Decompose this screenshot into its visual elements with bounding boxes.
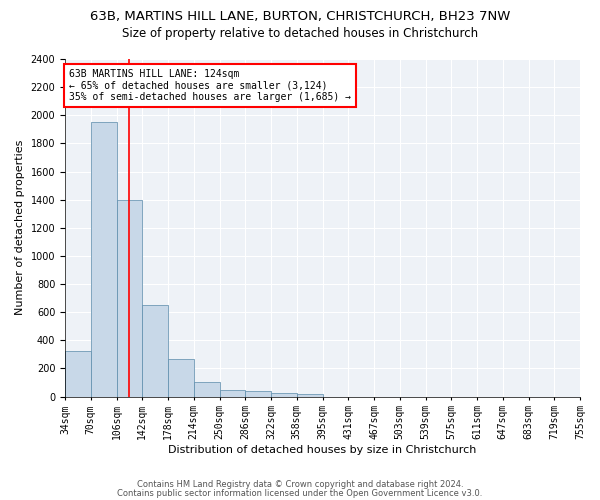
Text: 63B, MARTINS HILL LANE, BURTON, CHRISTCHURCH, BH23 7NW: 63B, MARTINS HILL LANE, BURTON, CHRISTCH… (90, 10, 510, 23)
Bar (142, 305, 168, 396)
X-axis label: Distribution of detached houses by size in Christchurch: Distribution of detached houses by size … (169, 445, 477, 455)
Bar (168, 358, 194, 397)
Bar (245, 391, 271, 396)
Text: 63B MARTINS HILL LANE: 124sqm
← 65% of detached houses are smaller (3,124)
35% o: 63B MARTINS HILL LANE: 124sqm ← 65% of d… (69, 69, 351, 102)
Y-axis label: Number of detached properties: Number of detached properties (15, 140, 25, 316)
Bar (220, 390, 245, 396)
Text: Contains HM Land Registry data © Crown copyright and database right 2024.: Contains HM Land Registry data © Crown c… (137, 480, 463, 489)
Bar (65, 351, 91, 397)
Bar (297, 394, 323, 396)
Bar (194, 382, 220, 396)
Text: Contains public sector information licensed under the Open Government Licence v3: Contains public sector information licen… (118, 488, 482, 498)
Bar (116, 200, 142, 396)
Text: Size of property relative to detached houses in Christchurch: Size of property relative to detached ho… (122, 28, 478, 40)
Bar (271, 393, 297, 396)
Bar (91, 122, 116, 396)
